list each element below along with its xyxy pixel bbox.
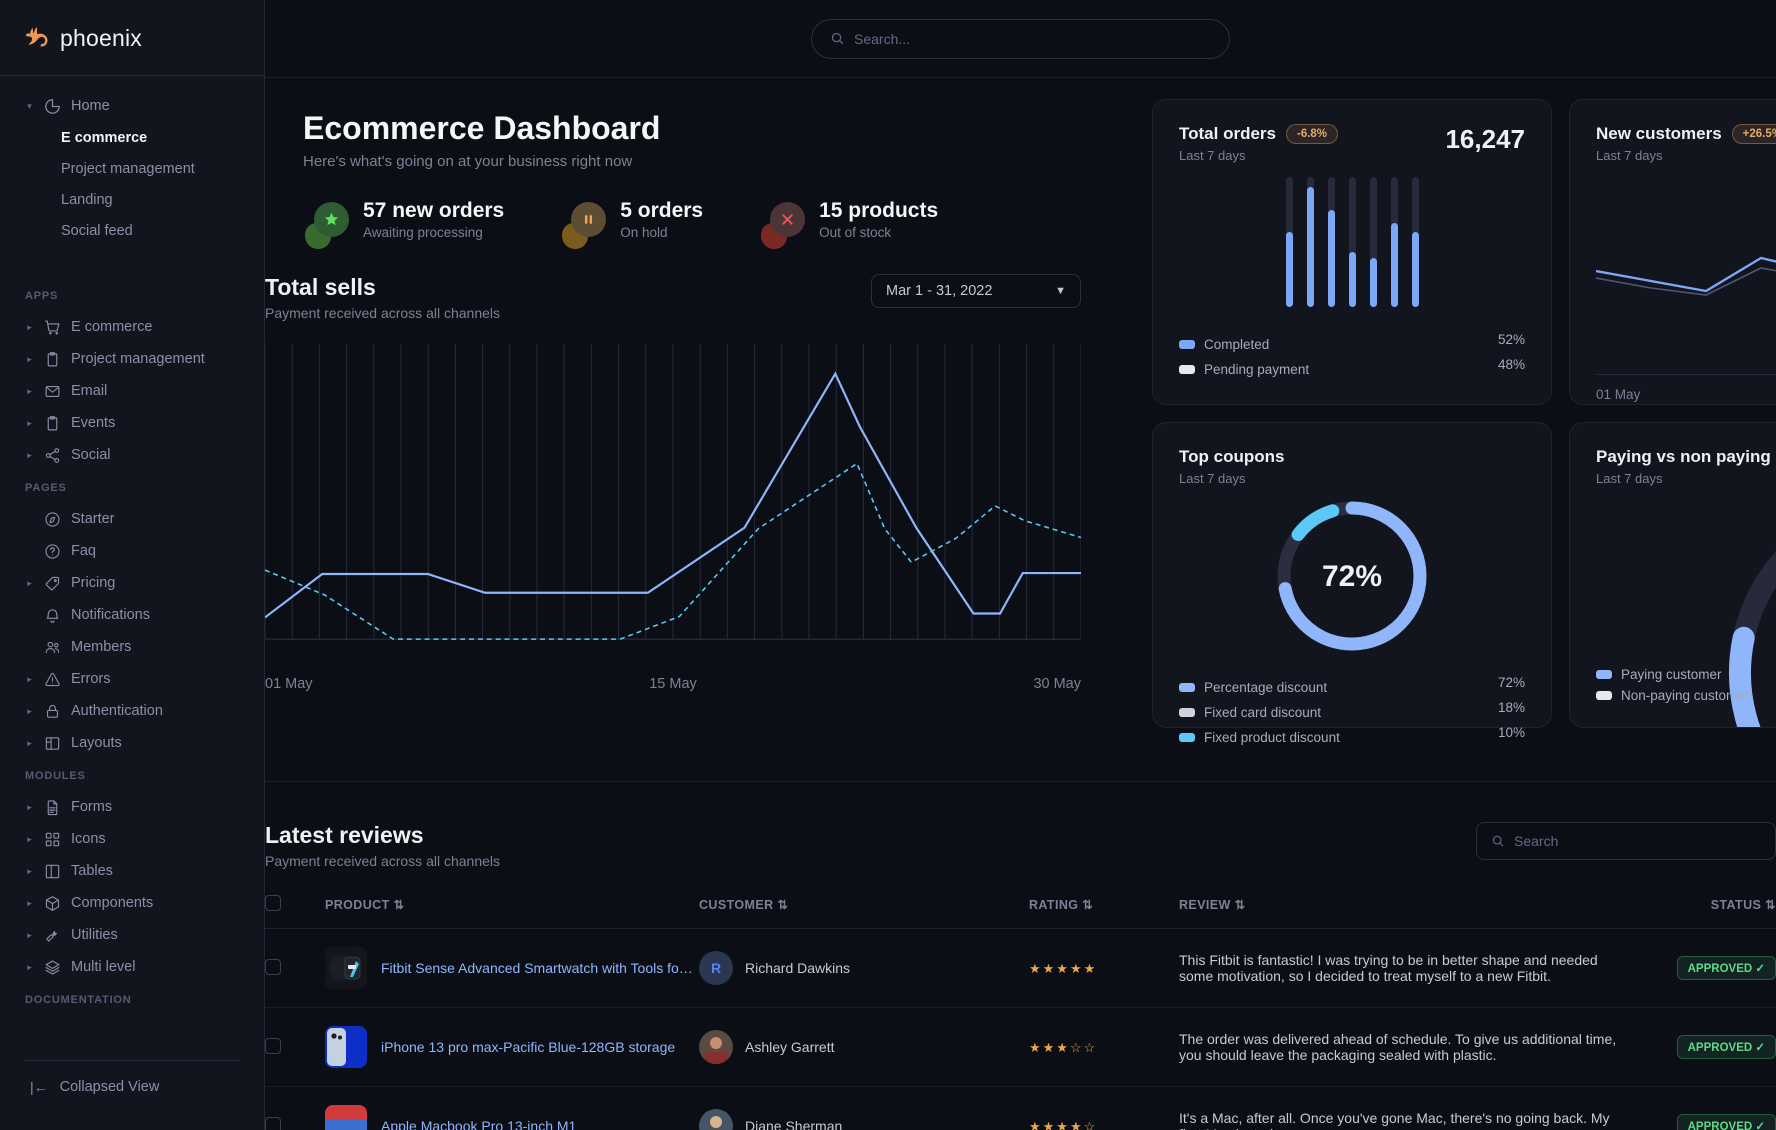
svg-text:72%: 72%	[1322, 560, 1382, 593]
